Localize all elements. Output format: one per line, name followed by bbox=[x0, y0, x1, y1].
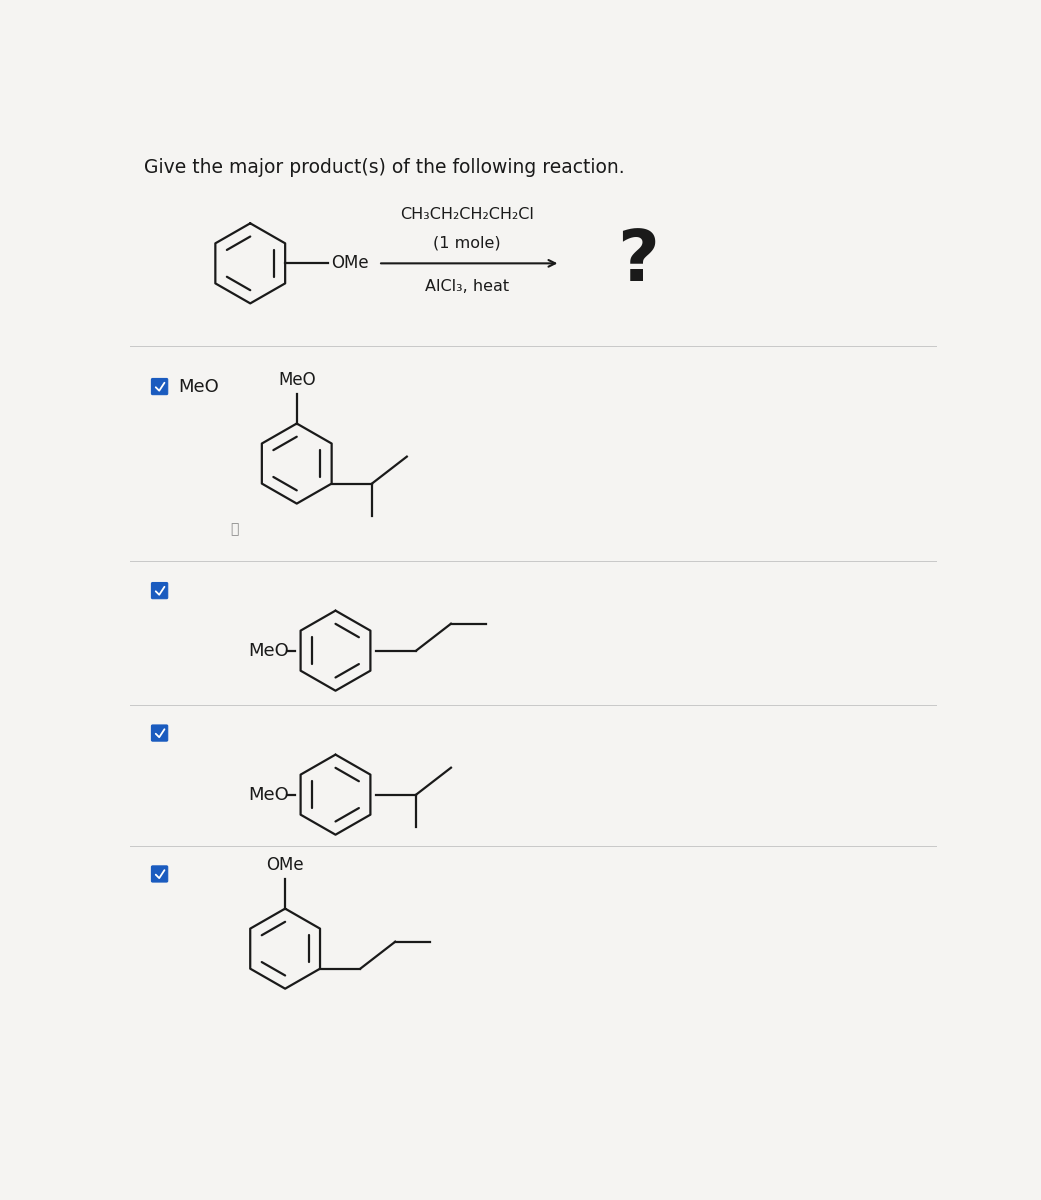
Text: (1 mole): (1 mole) bbox=[433, 235, 501, 250]
Text: MeO: MeO bbox=[278, 371, 315, 389]
Text: AlCl₃, heat: AlCl₃, heat bbox=[425, 278, 509, 294]
Text: OMe: OMe bbox=[331, 254, 369, 272]
FancyBboxPatch shape bbox=[151, 866, 168, 882]
FancyBboxPatch shape bbox=[151, 725, 168, 742]
Text: 👆: 👆 bbox=[230, 522, 239, 536]
Text: OMe: OMe bbox=[266, 856, 304, 874]
Text: MeO: MeO bbox=[248, 642, 288, 660]
Text: MeO: MeO bbox=[248, 786, 288, 804]
FancyBboxPatch shape bbox=[151, 582, 168, 599]
Text: MeO: MeO bbox=[178, 378, 219, 396]
Text: ?: ? bbox=[616, 227, 659, 295]
Text: CH₃CH₂CH₂CH₂Cl: CH₃CH₂CH₂CH₂Cl bbox=[401, 208, 534, 222]
Text: Give the major product(s) of the following reaction.: Give the major product(s) of the followi… bbox=[144, 158, 625, 176]
FancyBboxPatch shape bbox=[151, 378, 168, 395]
